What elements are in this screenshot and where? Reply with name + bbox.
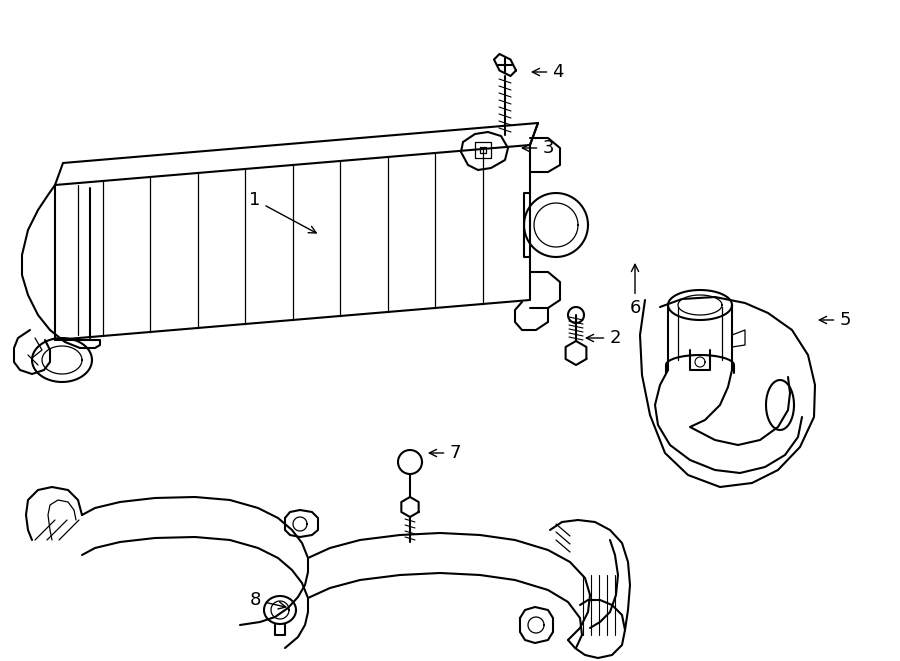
Text: 5: 5 (819, 311, 850, 329)
Text: 7: 7 (429, 444, 461, 462)
Text: 6: 6 (629, 264, 641, 317)
Text: 3: 3 (522, 139, 554, 157)
Text: 8: 8 (249, 591, 286, 609)
Text: 1: 1 (249, 191, 316, 233)
Text: 4: 4 (532, 63, 563, 81)
Text: 2: 2 (586, 329, 621, 347)
